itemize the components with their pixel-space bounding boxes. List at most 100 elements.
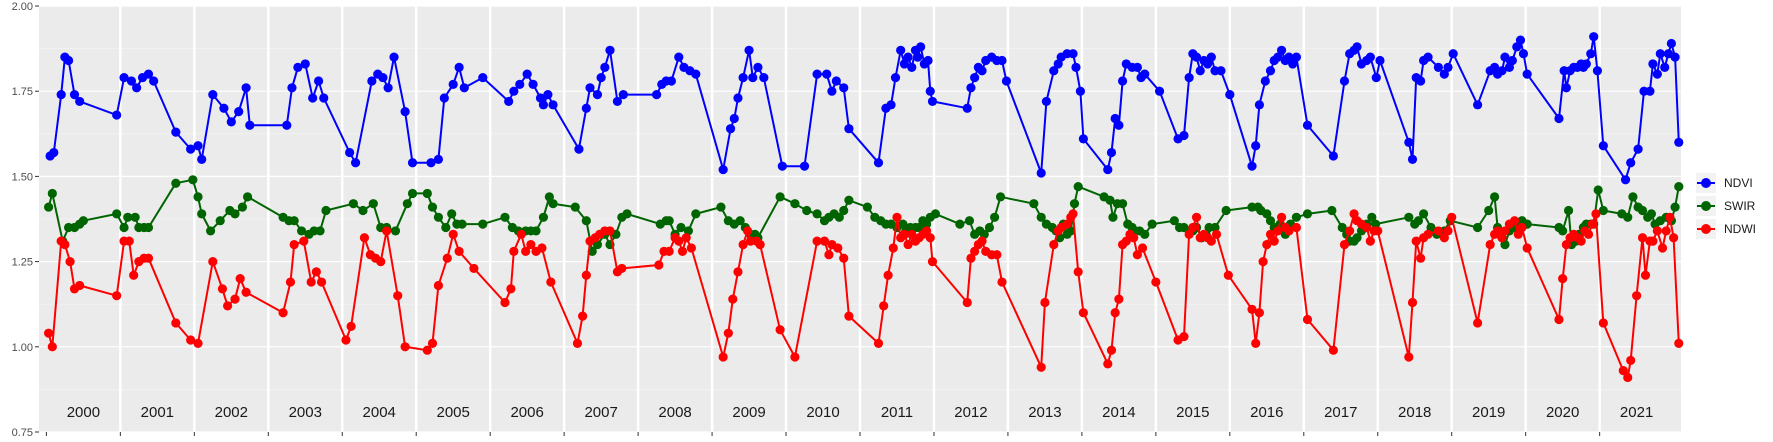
data-point-ndwi — [1211, 229, 1222, 239]
year-label: 2007 — [584, 404, 617, 421]
data-point-ndvi — [1515, 35, 1526, 45]
data-point-ndvi — [890, 72, 901, 83]
data-point-ndvi — [1110, 113, 1120, 124]
data-point-ndwi — [124, 236, 134, 246]
data-point-ndwi — [454, 246, 464, 256]
data-point-ndvi — [1423, 52, 1433, 62]
data-point-ndwi — [1576, 236, 1586, 246]
data-point-ndwi — [1247, 304, 1257, 314]
data-point-ndvi — [538, 100, 549, 110]
data-point-ndvi — [1620, 175, 1631, 185]
data-point-ndwi — [674, 236, 684, 246]
data-point-ndvi — [1140, 69, 1150, 79]
data-point-ndvi — [799, 161, 810, 171]
data-point-swir — [581, 216, 591, 226]
data-point-ndwi — [1137, 243, 1148, 253]
data-point-ndvi — [245, 120, 255, 130]
data-point-ndwi — [1583, 229, 1594, 239]
data-point-ndvi — [966, 83, 976, 93]
data-point-swir — [1221, 205, 1231, 216]
data-point-swir — [407, 188, 418, 199]
data-point-swir — [358, 205, 368, 216]
data-point-ndvi — [962, 103, 972, 113]
data-point-ndvi — [1660, 62, 1670, 72]
data-point-ndwi — [728, 294, 738, 304]
data-point-ndvi — [1561, 83, 1571, 93]
data-point-ndwi — [1652, 226, 1662, 236]
data-point-ndwi — [546, 277, 556, 287]
data-point-ndvi — [1288, 59, 1298, 69]
data-point-swir — [78, 216, 88, 226]
data-point-swir — [1404, 212, 1414, 222]
data-point-swir — [368, 199, 378, 209]
data-point-ndwi — [1262, 239, 1272, 250]
data-point-ndwi — [509, 246, 519, 256]
data-point-ndvi — [293, 62, 303, 72]
data-point-ndwi — [1522, 243, 1532, 253]
data-point-ndwi — [654, 260, 664, 270]
data-point-ndvi — [1071, 62, 1081, 72]
data-point-ndwi — [1273, 226, 1283, 236]
data-point-ndvi — [1179, 130, 1189, 141]
data-point-ndwi — [186, 335, 196, 345]
data-point-ndwi — [1558, 274, 1568, 284]
data-point-ndwi — [1121, 236, 1131, 246]
data-point-swir — [1646, 209, 1657, 219]
data-point-swir — [1069, 199, 1080, 209]
data-point-swir — [1140, 229, 1150, 239]
data-point-ndvi — [753, 62, 763, 72]
data-point-swir — [984, 222, 995, 233]
data-point-ndvi — [927, 96, 938, 107]
data-point-ndwi — [112, 291, 122, 301]
year-label: 2021 — [1620, 404, 1653, 421]
year-label: 2004 — [363, 404, 396, 421]
data-point-ndvi — [618, 90, 628, 100]
data-point-ndvi — [1184, 72, 1194, 83]
data-point-ndwi — [376, 257, 386, 267]
data-point-ndwi — [1068, 209, 1078, 219]
data-point-swir — [716, 202, 726, 212]
data-point-ndwi — [341, 335, 351, 345]
data-point-ndwi — [223, 301, 233, 311]
data-point-ndvi — [1592, 66, 1603, 76]
data-point-ndwi — [143, 253, 154, 263]
data-point-ndwi — [1206, 236, 1216, 246]
data-point-ndwi — [1591, 209, 1601, 219]
data-point-ndvi — [439, 93, 449, 103]
data-point-ndvi — [504, 96, 514, 107]
data-point-ndwi — [1561, 239, 1571, 250]
data-point-ndwi — [433, 280, 444, 291]
data-point-ndwi — [1078, 308, 1088, 318]
data-point-ndvi — [186, 144, 196, 154]
data-point-ndwi — [1423, 229, 1433, 239]
data-point-ndwi — [1439, 233, 1449, 243]
data-point-ndwi — [839, 253, 849, 263]
year-label: 2009 — [732, 404, 765, 421]
data-point-swir — [427, 202, 438, 212]
data-point-ndwi — [1447, 212, 1457, 222]
data-point-ndwi — [733, 267, 743, 277]
data-point-ndvi — [1633, 144, 1643, 154]
data-point-ndvi — [997, 55, 1007, 66]
data-point-ndwi — [1179, 331, 1189, 342]
data-point-ndvi — [1589, 32, 1599, 42]
data-point-ndvi — [1472, 100, 1483, 110]
data-point-ndwi — [1443, 226, 1453, 236]
data-point-ndwi — [723, 328, 733, 338]
data-point-ndvi — [1598, 141, 1608, 151]
data-point-swir — [1262, 209, 1272, 219]
data-point-ndwi — [208, 257, 218, 267]
data-point-swir — [844, 195, 854, 205]
data-point-ndwi — [299, 236, 309, 246]
data-point-ndvi — [69, 90, 80, 100]
data-point-ndvi — [522, 69, 532, 79]
data-point-ndvi — [725, 124, 736, 134]
data-point-ndvi — [1049, 66, 1059, 76]
legend-label-swir: SWIR — [1724, 199, 1756, 213]
data-point-ndwi — [230, 294, 240, 304]
data-point-ndvi — [282, 120, 292, 130]
data-point-ndvi — [666, 76, 676, 86]
data-point-ndwi — [311, 267, 321, 277]
data-point-swir — [1036, 212, 1046, 222]
data-point-swir — [193, 192, 203, 202]
